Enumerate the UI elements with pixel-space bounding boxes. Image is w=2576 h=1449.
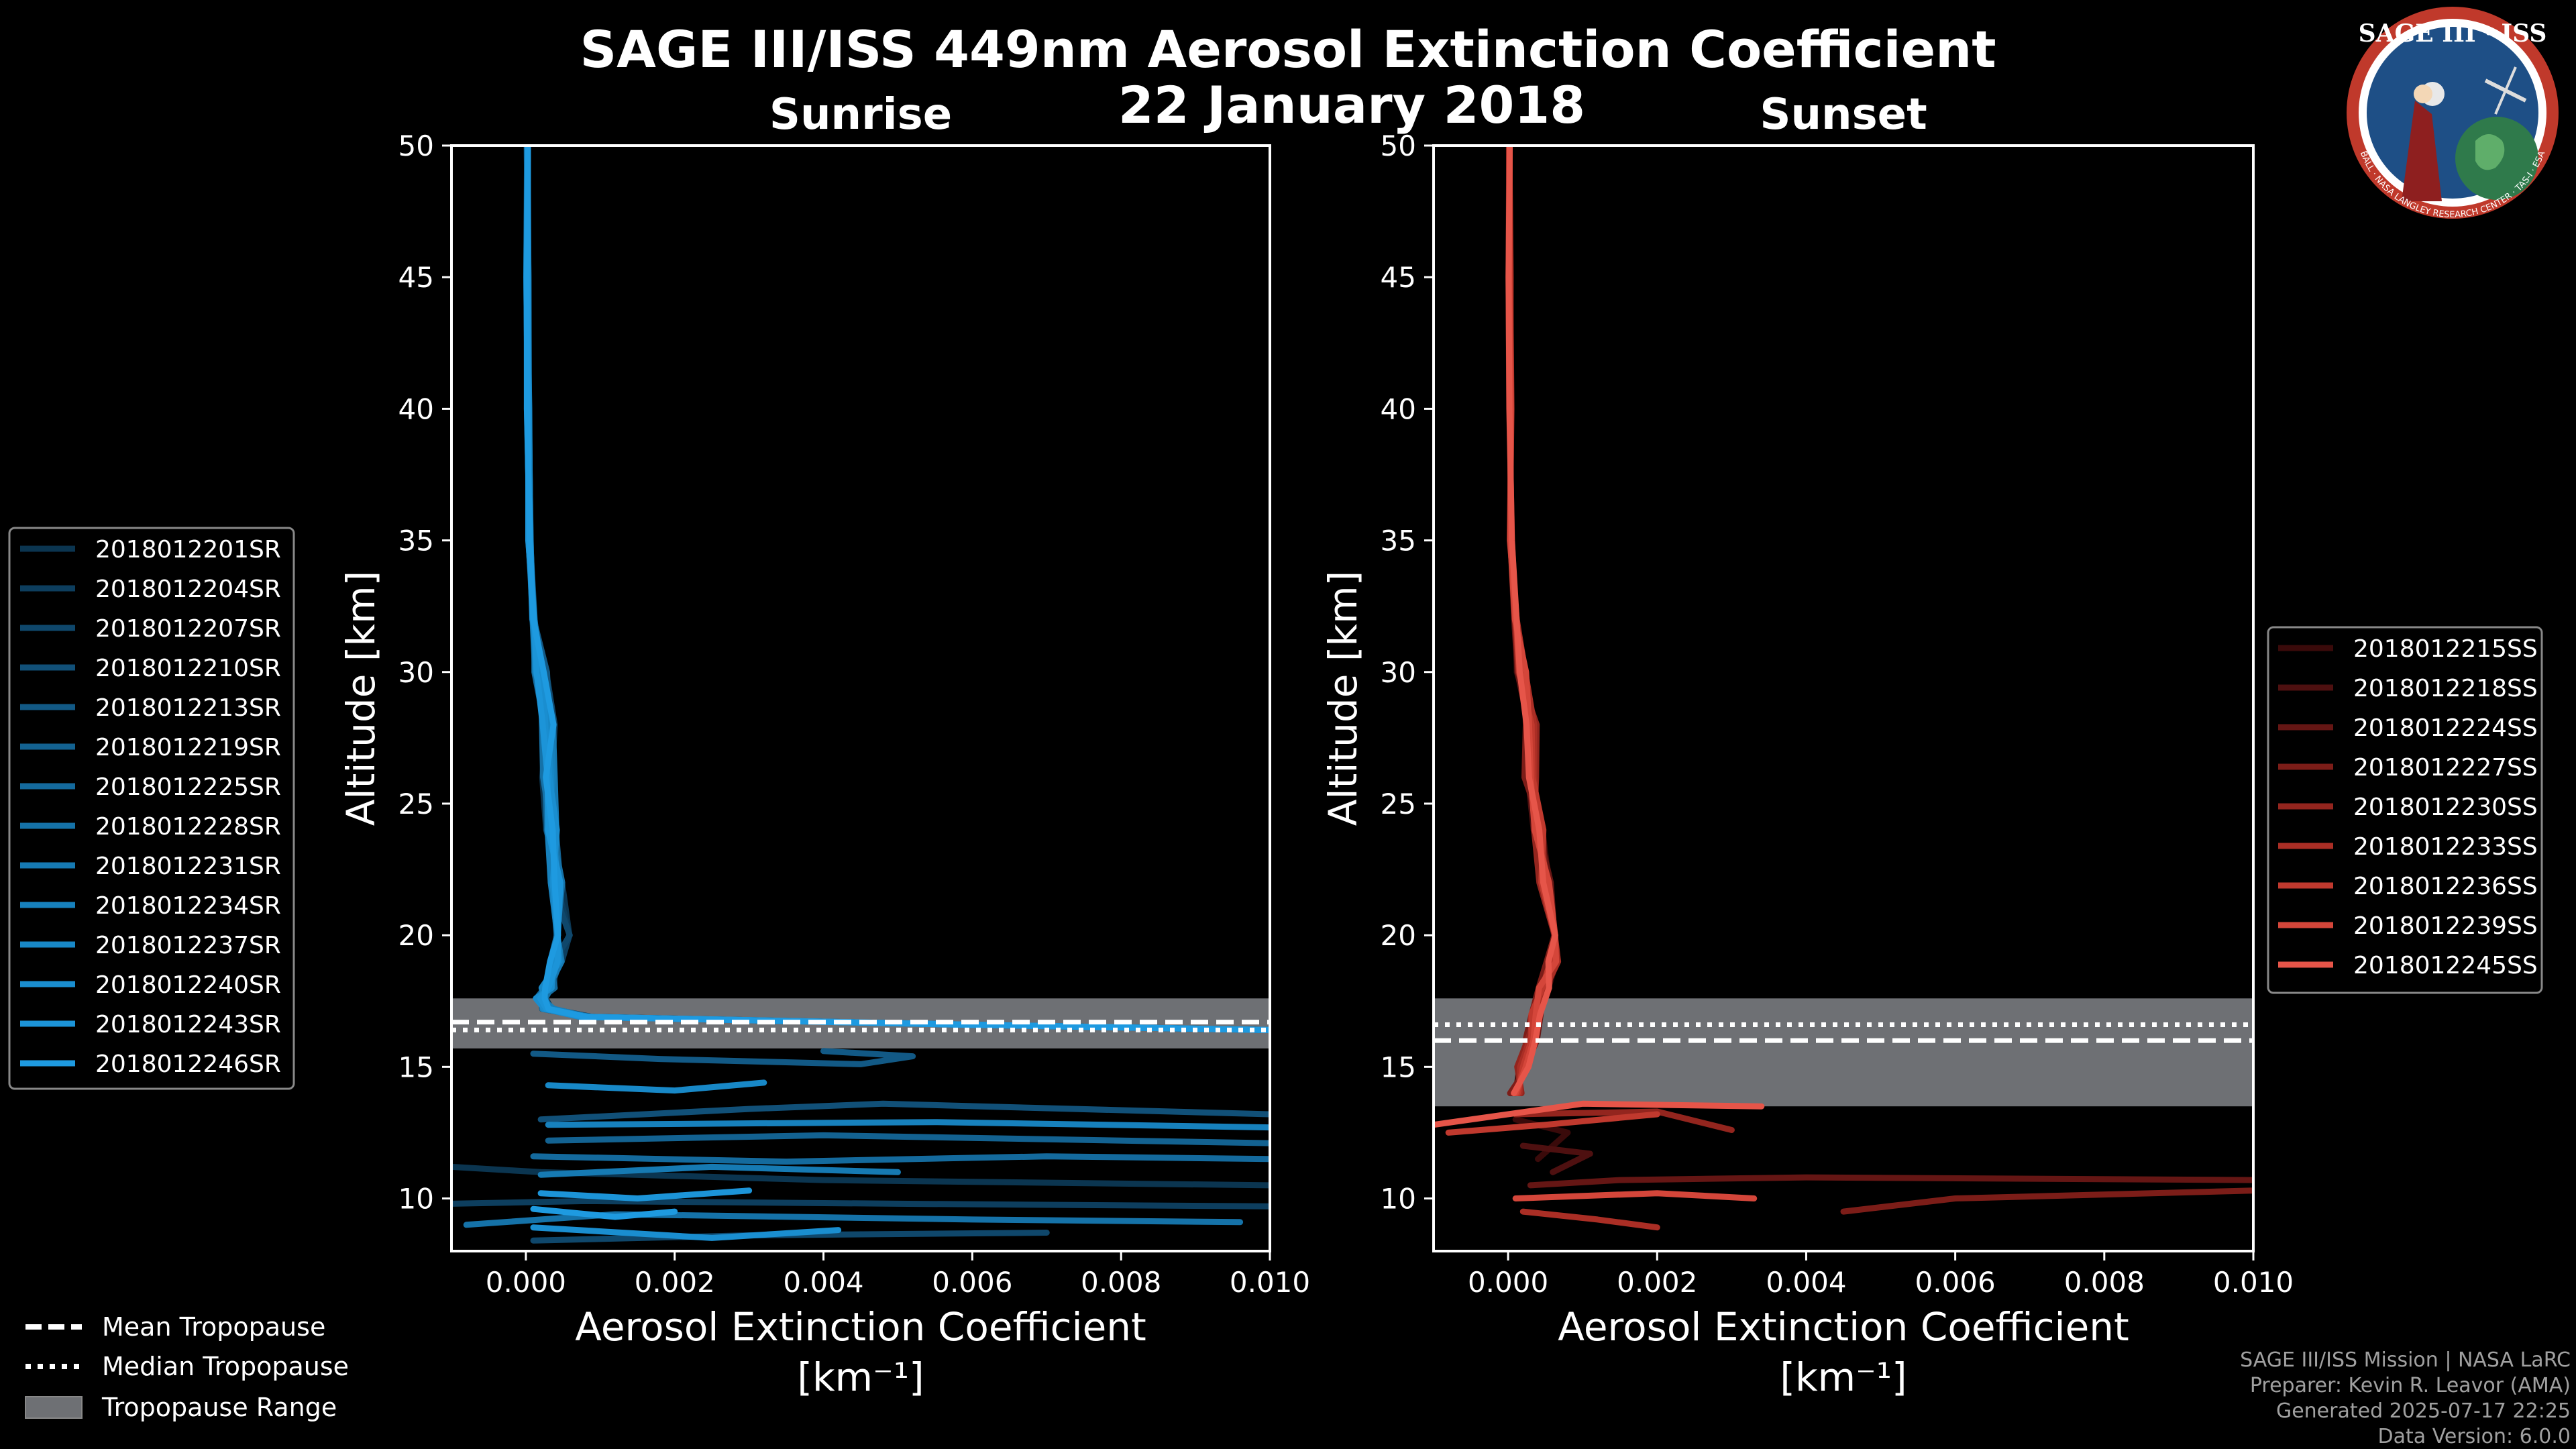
legend-label: 2018012245SS (2353, 952, 2538, 979)
legend-label: 2018012243SR (95, 1011, 281, 1038)
y-tick-label: 50 (1381, 129, 1416, 162)
x-tick-label: 0.008 (1081, 1266, 1161, 1299)
legend-label: 2018012219SR (95, 734, 281, 761)
y-tick-label: 10 (1381, 1183, 1416, 1216)
series-line-2018012246SR (523, 146, 1270, 1220)
badge-figure-robe (2402, 101, 2442, 201)
y-tick-label: 30 (1381, 656, 1416, 689)
x-tick-label: 0.010 (1230, 1266, 1310, 1299)
legend-label: 2018012246SR (95, 1051, 281, 1078)
sunrise-ylabel: Altitude [km] (338, 571, 384, 826)
sunrise-legend-frame (8, 527, 295, 1090)
sunset-xlabel: Aerosol Extinction Coefficient (1558, 1304, 2129, 1350)
x-tick-label: 0.008 (2064, 1266, 2145, 1299)
y-tick-label: 20 (1381, 919, 1416, 952)
y-tick-label: 35 (1381, 525, 1416, 557)
y-tick-label: 25 (1381, 788, 1416, 820)
x-tick-label: 0.000 (486, 1266, 566, 1299)
y-tick-label: 20 (398, 919, 434, 952)
legend-label: 2018012225SR (95, 773, 281, 801)
x-tick-label: 0.010 (2213, 1266, 2294, 1299)
sunset-xlabel-units: [km⁻¹] (1780, 1354, 1907, 1400)
y-tick-label: 50 (398, 129, 434, 162)
mean-tropopause-label: Mean Tropopause (102, 1312, 325, 1342)
sunset-ylabel: Altitude [km] (1320, 571, 1366, 826)
legend-label: 2018012215SS (2353, 635, 2538, 663)
tropopause-legend: Mean Tropopause Median Tropopause Tropop… (25, 1312, 349, 1422)
x-tick-label: 0.004 (1766, 1266, 1846, 1299)
tropopause-range-label: Tropopause Range (101, 1393, 337, 1422)
footer: SAGE III/ISS Mission | NASA LaRC Prepare… (2240, 1348, 2571, 1448)
legend-label: 2018012234SR (95, 892, 281, 920)
badge-title: SAGE III · ISS (2359, 19, 2547, 48)
sunset-panel: Sunset 0.000 0.002 0.004 0.006 0.008 0.010 10… (1320, 90, 2294, 1400)
legend-label: 2018012240SR (95, 971, 281, 999)
y-tick-label: 15 (1381, 1051, 1416, 1083)
footer-preparer: Preparer: Kevin R. Leavor (AMA) (2250, 1374, 2571, 1397)
sunrise-legend: 2018012201SR 2018012204SR 2018012207SR 2018… (8, 527, 295, 1090)
sunset-legend-frame (2267, 626, 2543, 994)
y-tick-label: 10 (398, 1183, 434, 1216)
legend-label: 2018012239SS (2353, 912, 2538, 940)
legend-label: 2018012204SR (95, 576, 281, 603)
footer-mission: SAGE III/ISS Mission | NASA LaRC (2240, 1348, 2571, 1372)
y-tick-label: 15 (398, 1051, 434, 1083)
legend-label: 2018012210SR (95, 655, 281, 682)
sunset-title: Sunset (1760, 90, 1927, 140)
x-tick-label: 0.006 (932, 1266, 1012, 1299)
x-tick-label: 0.002 (635, 1266, 715, 1299)
sunrise-title: Sunrise (769, 90, 952, 140)
legend-label: 2018012207SR (95, 615, 281, 643)
tropopause-range-band (1434, 998, 2253, 1107)
sunset-legend: 2018012215SS 2018012218SS 2018012224SS 2018… (2267, 626, 2543, 994)
y-tick-label: 40 (1381, 392, 1416, 425)
figure-title: SAGE III/ISS 449nm Aerosol Extinction Co… (580, 19, 1996, 79)
legend-label: 2018012224SS (2353, 714, 2538, 742)
legend-label: 2018012227SS (2353, 754, 2538, 782)
legend-label: 2018012236SS (2353, 873, 2538, 900)
figure-subtitle: 22 January 2018 (1118, 75, 1585, 135)
badge-solar-array-icon (2494, 66, 2517, 115)
legend-label: 2018012228SR (95, 813, 281, 841)
footer-generated: Generated 2025-07-17 22:25 (2276, 1399, 2571, 1423)
sage-iss-badge: SAGE III · ISS BALL · NASA LANGLEY RESEA… (2347, 7, 2559, 220)
sunset-axes-frame (1432, 144, 2255, 1252)
x-tick-label: 0.004 (783, 1266, 863, 1299)
footer-data-version: Data Version: 6.0.0 (2378, 1425, 2571, 1448)
badge-continent-shape (2475, 134, 2505, 170)
badge-figure-head (2414, 85, 2432, 103)
x-tick-label: 0.000 (1468, 1266, 1548, 1299)
tropopause-range-swatch (25, 1396, 83, 1419)
x-tick-label: 0.006 (1915, 1266, 1996, 1299)
y-tick-label: 25 (398, 788, 434, 820)
legend-label: 2018012201SR (95, 536, 281, 564)
y-tick-label: 45 (398, 261, 434, 294)
y-tick-label: 40 (398, 392, 434, 425)
legend-label: 2018012213SR (95, 694, 281, 722)
sunrise-axes-frame (450, 144, 1271, 1252)
legend-label: 2018012230SS (2353, 794, 2538, 821)
sunrise-xlabel-units: [km⁻¹] (797, 1354, 924, 1400)
legend-label: 2018012233SS (2353, 833, 2538, 861)
x-tick-label: 0.002 (1617, 1266, 1697, 1299)
median-tropopause-label: Median Tropopause (102, 1352, 349, 1381)
sunrise-xlabel: Aerosol Extinction Coefficient (575, 1304, 1146, 1350)
sunrise-panel: Sunrise 0.000 0.002 0.004 0.006 0.008 0.010 1… (338, 90, 1310, 1400)
y-tick-label: 35 (398, 525, 434, 557)
legend-label: 2018012231SR (95, 853, 281, 880)
legend-label: 2018012218SS (2353, 675, 2538, 702)
legend-label: 2018012237SR (95, 932, 281, 959)
y-tick-label: 30 (398, 656, 434, 689)
y-tick-label: 45 (1381, 261, 1416, 294)
